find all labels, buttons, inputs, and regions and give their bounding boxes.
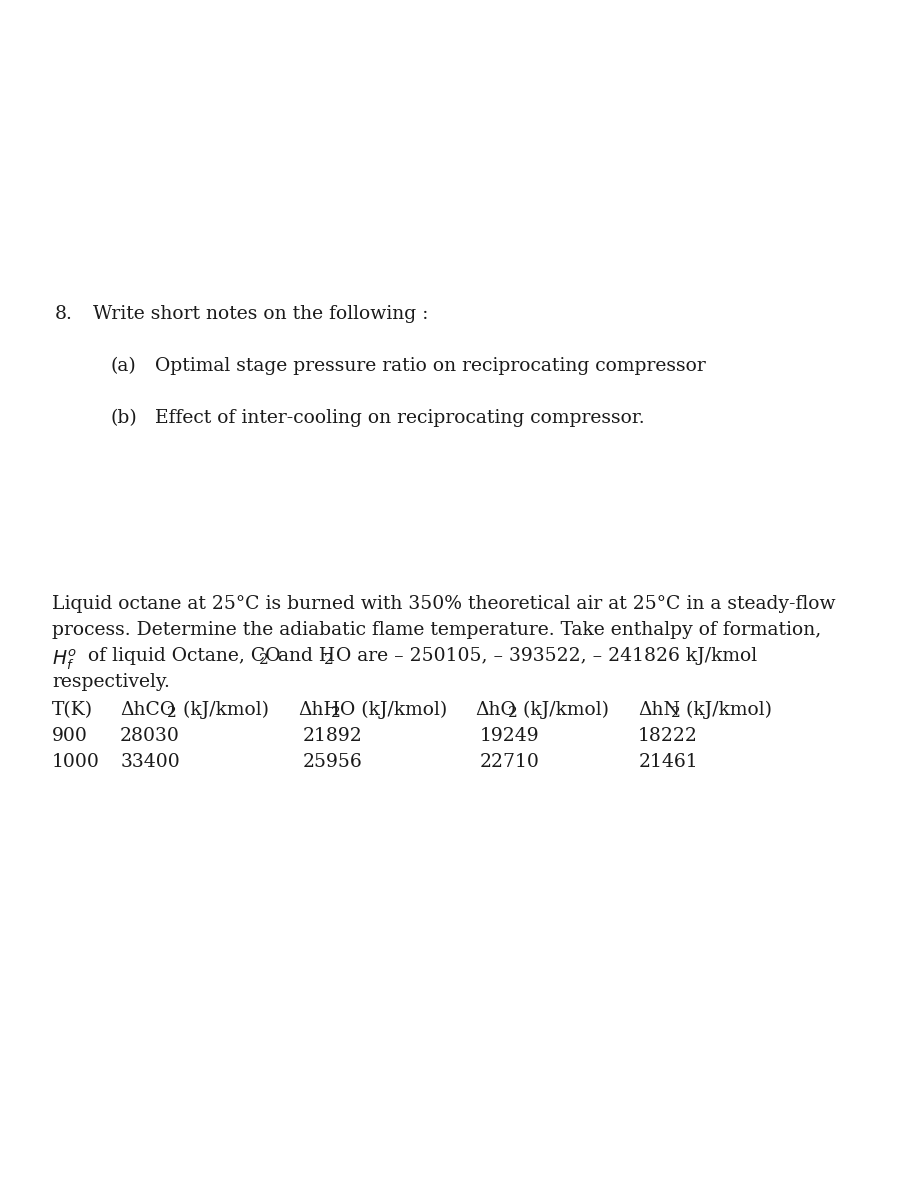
Text: 18222: 18222: [638, 727, 698, 745]
Text: 19249: 19249: [480, 727, 540, 745]
Text: $\mathit{H}^o_f$: $\mathit{H}^o_f$: [52, 647, 76, 672]
Text: 2: 2: [324, 653, 334, 667]
Text: 8.: 8.: [55, 305, 73, 323]
Text: O (kJ/kmol): O (kJ/kmol): [340, 701, 447, 719]
Text: 900: 900: [52, 727, 88, 745]
Text: 21892: 21892: [303, 727, 363, 745]
Text: 25956: 25956: [303, 754, 363, 770]
Text: process. Determine the adiabatic flame temperature. Take enthalpy of formation,: process. Determine the adiabatic flame t…: [52, 622, 821, 638]
Text: (kJ/kmol): (kJ/kmol): [680, 701, 772, 719]
Text: 2: 2: [331, 706, 340, 720]
Text: 33400: 33400: [120, 754, 180, 770]
Text: (kJ/kmol): (kJ/kmol): [177, 701, 269, 719]
Text: Effect of inter-cooling on reciprocating compressor.: Effect of inter-cooling on reciprocating…: [155, 409, 644, 427]
Text: (b): (b): [110, 409, 136, 427]
Text: Write short notes on the following :: Write short notes on the following :: [93, 305, 429, 323]
Text: O are – 250105, – 393522, – 241826 kJ/kmol: O are – 250105, – 393522, – 241826 kJ/km…: [336, 647, 757, 665]
Text: 2: 2: [259, 653, 268, 667]
Text: respectively.: respectively.: [52, 673, 170, 691]
Text: Optimal stage pressure ratio on reciprocating compressor: Optimal stage pressure ratio on reciproc…: [155, 358, 706, 374]
Text: ΔhH: ΔhH: [298, 701, 339, 719]
Text: (kJ/kmol): (kJ/kmol): [517, 701, 609, 719]
Text: ΔhO: ΔhO: [475, 701, 516, 719]
Text: ΔhN: ΔhN: [638, 701, 680, 719]
Text: 2: 2: [167, 706, 177, 720]
Text: 1000: 1000: [52, 754, 100, 770]
Text: 22710: 22710: [480, 754, 540, 770]
Text: 28030: 28030: [120, 727, 180, 745]
Text: (a): (a): [110, 358, 136, 374]
Text: of liquid Octane, CO: of liquid Octane, CO: [82, 647, 280, 665]
Text: ΔhCO: ΔhCO: [120, 701, 175, 719]
Text: T(K): T(K): [52, 701, 93, 719]
Text: 2: 2: [671, 706, 681, 720]
Text: and H: and H: [272, 647, 335, 665]
Text: 21461: 21461: [638, 754, 698, 770]
Text: 2: 2: [508, 706, 518, 720]
Text: Liquid octane at 25°C is burned with 350% theoretical air at 25°C in a steady-fl: Liquid octane at 25°C is burned with 350…: [52, 595, 835, 613]
